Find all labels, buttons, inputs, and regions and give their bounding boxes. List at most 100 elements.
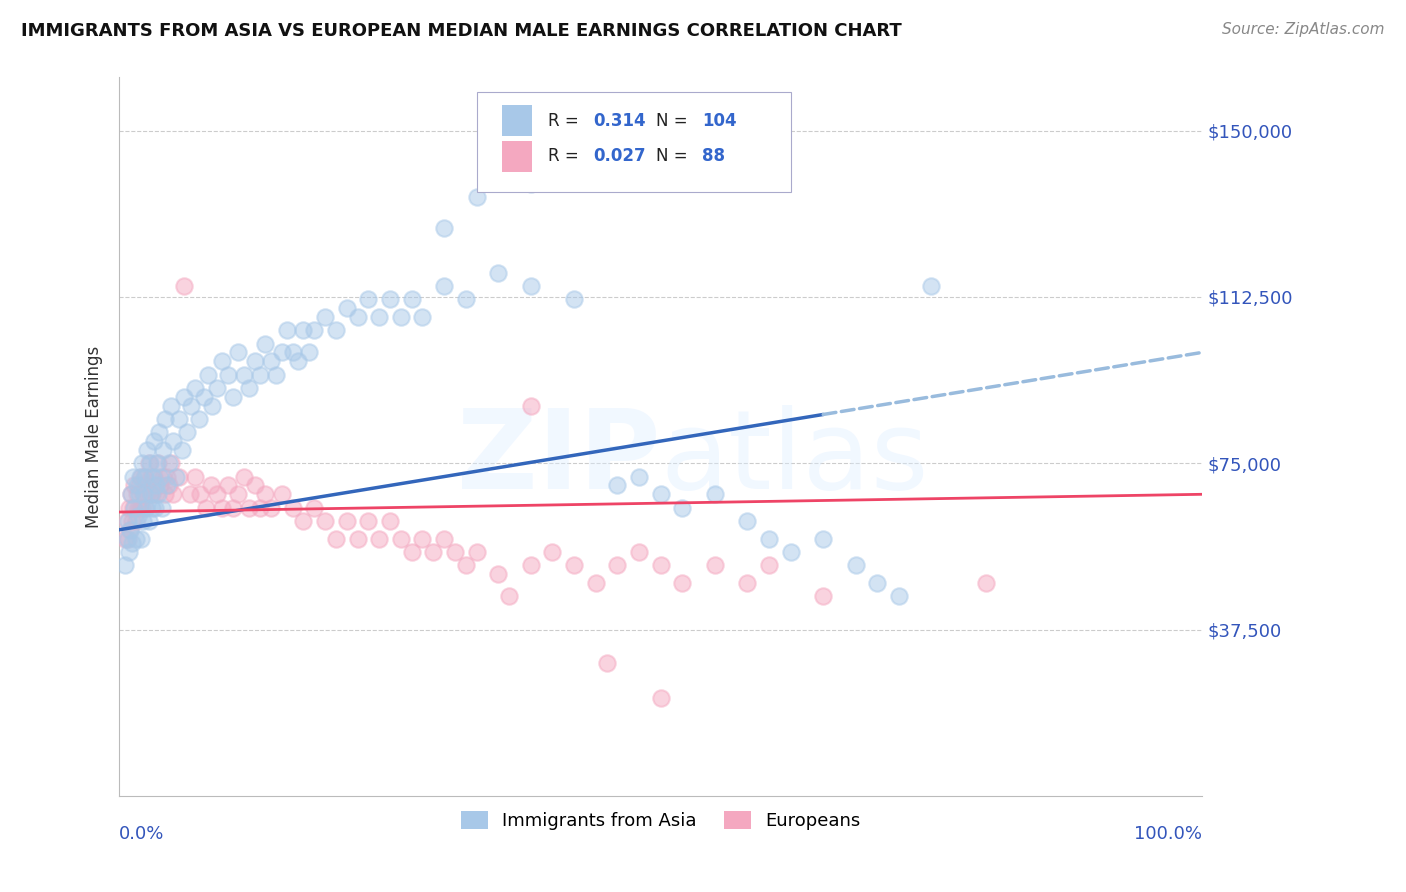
Point <box>222 500 245 515</box>
Text: Source: ZipAtlas.com: Source: ZipAtlas.com <box>1222 22 1385 37</box>
Point <box>411 532 433 546</box>
Point <box>197 368 219 382</box>
Text: 0.027: 0.027 <box>593 147 647 165</box>
Point <box>134 500 156 515</box>
Point <box>595 656 617 670</box>
Point <box>205 381 228 395</box>
Point <box>142 469 165 483</box>
Point <box>298 345 321 359</box>
Point <box>238 381 260 395</box>
Point <box>921 278 943 293</box>
Point <box>200 478 222 492</box>
Point <box>145 478 167 492</box>
Point <box>606 558 628 573</box>
Point <box>628 469 651 483</box>
FancyBboxPatch shape <box>502 105 531 136</box>
Point <box>845 558 868 573</box>
Point <box>737 514 759 528</box>
Point <box>160 399 183 413</box>
Point <box>125 478 148 492</box>
Point <box>132 487 155 501</box>
Point <box>520 177 543 191</box>
Point <box>146 456 169 470</box>
Point <box>758 532 780 546</box>
Point <box>165 469 187 483</box>
Point <box>131 500 153 515</box>
Point <box>541 545 564 559</box>
Point <box>138 456 160 470</box>
Point <box>302 500 325 515</box>
Point <box>346 310 368 324</box>
Point <box>650 691 672 706</box>
Point <box>281 345 304 359</box>
FancyBboxPatch shape <box>502 141 531 171</box>
Point <box>703 558 725 573</box>
Point <box>205 487 228 501</box>
Point <box>346 532 368 546</box>
Text: R =: R = <box>548 147 583 165</box>
Point <box>180 399 202 413</box>
Point <box>124 514 146 528</box>
Point <box>368 532 391 546</box>
Point <box>486 168 509 182</box>
Point <box>228 345 250 359</box>
Point <box>128 487 150 501</box>
Text: 104: 104 <box>702 112 737 129</box>
Point <box>585 576 607 591</box>
Point <box>671 576 693 591</box>
Point <box>866 576 889 591</box>
Point <box>287 354 309 368</box>
Point <box>887 589 910 603</box>
Point <box>173 390 195 404</box>
Point <box>292 323 315 337</box>
Point <box>454 292 477 306</box>
Point <box>134 469 156 483</box>
Point <box>124 478 146 492</box>
Point <box>228 487 250 501</box>
Point <box>222 390 245 404</box>
Point <box>454 558 477 573</box>
Point <box>132 514 155 528</box>
Point <box>172 442 194 457</box>
Point <box>302 323 325 337</box>
Point <box>120 487 142 501</box>
Point <box>243 354 266 368</box>
Point <box>120 523 142 537</box>
Point <box>811 532 834 546</box>
Point <box>201 399 224 413</box>
Point <box>232 469 254 483</box>
Text: 100.0%: 100.0% <box>1135 824 1202 843</box>
Point <box>562 558 585 573</box>
Point <box>162 487 184 501</box>
Point <box>153 412 176 426</box>
Point <box>141 500 163 515</box>
Point <box>136 442 159 457</box>
Point <box>211 500 233 515</box>
Point <box>232 368 254 382</box>
Point <box>125 487 148 501</box>
Point <box>433 278 456 293</box>
Point <box>142 434 165 448</box>
Point <box>157 456 180 470</box>
Text: R =: R = <box>548 112 583 129</box>
Text: ZIP: ZIP <box>457 405 661 512</box>
Point <box>121 514 143 528</box>
Point <box>184 469 207 483</box>
Point <box>336 514 359 528</box>
Point <box>737 576 759 591</box>
Point <box>153 487 176 501</box>
Point <box>650 558 672 573</box>
Point <box>368 310 391 324</box>
Point <box>167 412 190 426</box>
Point <box>129 532 152 546</box>
Point <box>148 487 170 501</box>
Point <box>115 514 138 528</box>
Point <box>129 469 152 483</box>
Point <box>758 558 780 573</box>
Point <box>401 292 423 306</box>
Point <box>260 500 283 515</box>
Point <box>127 500 149 515</box>
Point <box>422 545 444 559</box>
Point <box>401 545 423 559</box>
Point <box>194 500 217 515</box>
